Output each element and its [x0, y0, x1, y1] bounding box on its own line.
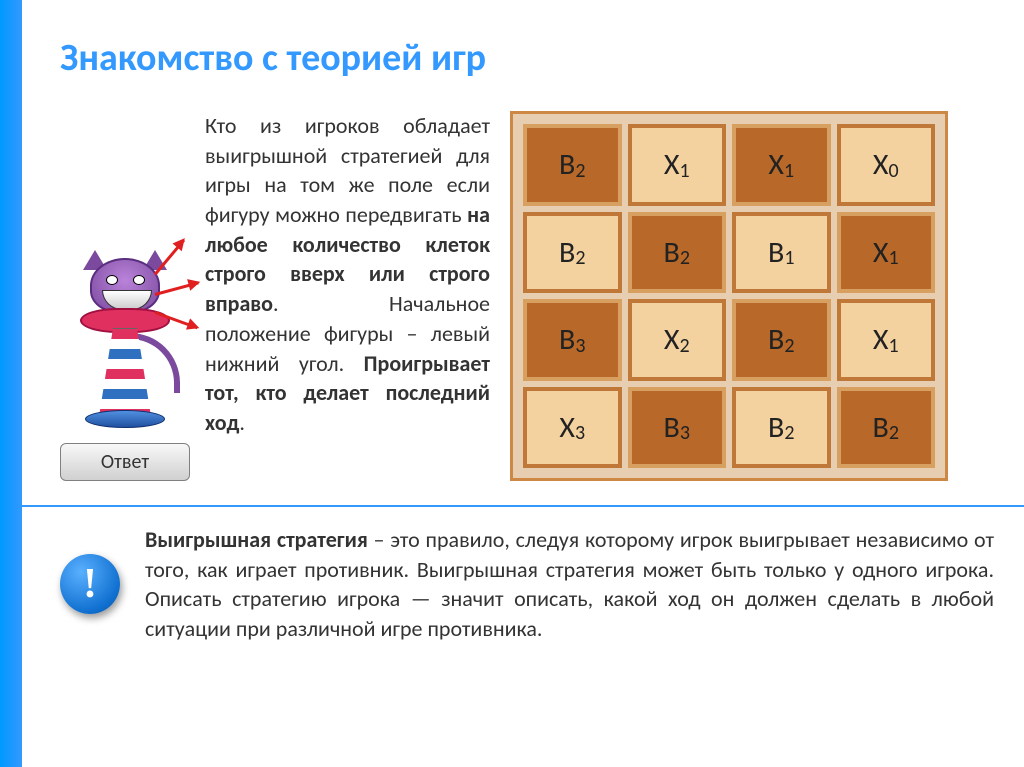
left-column: Ответ Кто из игроков обладает выигрышной… — [60, 111, 490, 481]
grid-cell: Х1 — [837, 299, 936, 381]
grid-cell: В2 — [837, 387, 936, 469]
grid-cell: В2 — [628, 212, 727, 294]
info-text: Выигрышная стратегия – это правило, след… — [145, 525, 994, 644]
grid-cell: Х3 — [523, 387, 622, 469]
grid-cell: Х1 — [732, 124, 831, 206]
answer-button[interactable]: Ответ — [60, 443, 190, 481]
task-text: Кто из игроков обладает выигрышной страт… — [205, 111, 490, 481]
left-accent-bar — [0, 0, 22, 767]
grid-cell: В3 — [523, 299, 622, 381]
grid-cell: Х1 — [837, 212, 936, 294]
game-grid: В2Х1Х1Х0В2В2В1Х1В3Х2В2Х1Х3В3В2В2 — [510, 111, 948, 481]
main-content: Знакомство с теорией игр — [60, 35, 1004, 496]
page-title: Знакомство с теорией игр — [60, 35, 1004, 81]
grid-cell: Х2 — [628, 299, 727, 381]
task-part3: . — [239, 409, 245, 436]
grid-cell: Х1 — [628, 124, 727, 206]
upper-section: Ответ Кто из игроков обладает выигрышной… — [60, 111, 1004, 481]
grid-cell: В2 — [523, 124, 622, 206]
info-badge-icon: ! — [60, 554, 120, 614]
grid-cell: Х0 — [837, 124, 936, 206]
info-bold: Выигрышная стратегия — [145, 526, 368, 553]
cheshire-cat-figure — [75, 258, 175, 428]
grid-cell: В2 — [732, 299, 831, 381]
movement-arrows — [155, 263, 215, 343]
grid-cell: В2 — [732, 387, 831, 469]
info-section: ! Выигрышная стратегия – это правило, сл… — [60, 525, 994, 644]
grid-cell: В3 — [628, 387, 727, 469]
grid-cell: В2 — [523, 212, 622, 294]
task-part1: Кто из игроков обладает выигрышной страт… — [205, 112, 490, 228]
figure-area: Ответ — [60, 111, 190, 481]
grid-cell: В1 — [732, 212, 831, 294]
section-divider — [22, 505, 1024, 507]
